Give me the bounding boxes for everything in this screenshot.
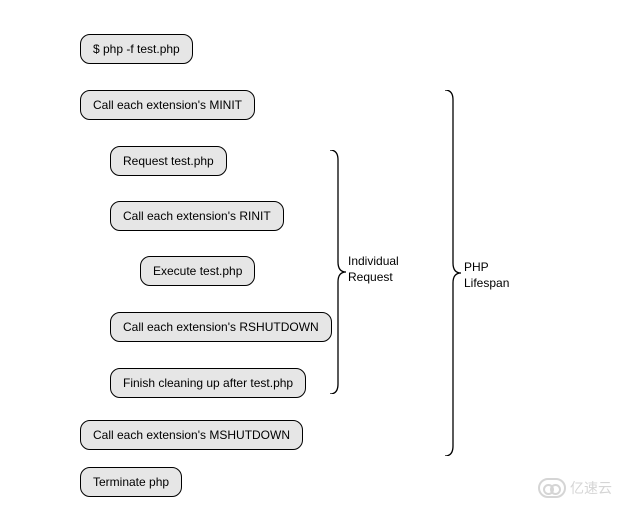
brace-individual-label: Individual Request bbox=[348, 254, 399, 285]
box-execute: Execute test.php bbox=[140, 256, 255, 286]
brace-individual bbox=[330, 150, 348, 394]
watermark: 亿速云 bbox=[538, 478, 612, 498]
box-finish: Finish cleaning up after test.php bbox=[110, 368, 306, 398]
watermark-text: 亿速云 bbox=[570, 478, 612, 498]
brace-individual-line1: Individual bbox=[348, 254, 399, 268]
brace-lifespan bbox=[445, 90, 463, 456]
brace-individual-line2: Request bbox=[348, 270, 393, 284]
box-minit: Call each extension's MINIT bbox=[80, 90, 255, 120]
brace-lifespan-line1: PHP bbox=[464, 260, 489, 274]
box-rshutdown: Call each extension's RSHUTDOWN bbox=[110, 312, 332, 342]
box-mshutdown: Call each extension's MSHUTDOWN bbox=[80, 420, 303, 450]
box-request: Request test.php bbox=[110, 146, 227, 176]
brace-lifespan-line2: Lifespan bbox=[464, 276, 509, 290]
box-rinit: Call each extension's RINIT bbox=[110, 201, 284, 231]
brace-lifespan-label: PHP Lifespan bbox=[464, 260, 509, 291]
cloud-icon bbox=[538, 478, 566, 498]
box-terminate: Terminate php bbox=[80, 467, 182, 497]
box-cmd: $ php -f test.php bbox=[80, 34, 193, 64]
